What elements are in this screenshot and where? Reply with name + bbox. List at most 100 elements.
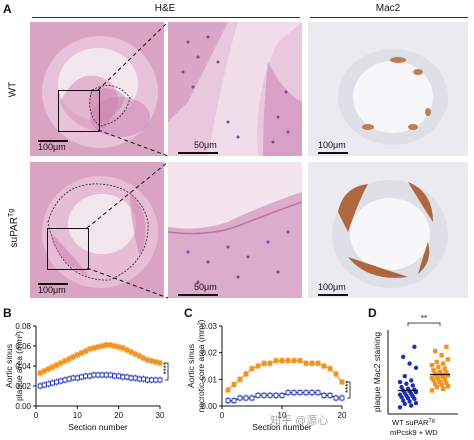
b-point [95, 344, 101, 350]
b-point [107, 342, 113, 348]
d-point [436, 376, 441, 381]
b-ylabel-2: plaque area (mm²) [14, 331, 24, 401]
b-point [112, 343, 117, 349]
d-point [444, 344, 449, 349]
b-point [91, 372, 97, 378]
c-point [231, 382, 237, 388]
zoom-box-wt [58, 90, 100, 132]
b-significance: **** [162, 362, 171, 374]
c-point [297, 358, 303, 364]
b-point [41, 368, 47, 374]
c-point [237, 395, 243, 401]
d-point [407, 361, 412, 366]
c-point [315, 390, 321, 396]
d-point [431, 378, 436, 383]
b-point [124, 347, 130, 353]
b-ytick-label: 0.02 [15, 382, 31, 391]
d-point [434, 359, 439, 365]
b-point [99, 343, 105, 349]
scale-label-wt-he-high: 50μm [194, 140, 217, 150]
b-point [132, 351, 138, 357]
histology-wt-he-low [30, 22, 164, 156]
c-point [249, 366, 255, 372]
b-xtick-label: 0 [34, 411, 39, 420]
b-point [120, 345, 126, 351]
scale-label-wt-mac2: 100μm [318, 140, 346, 150]
b-point [145, 377, 151, 383]
b-point [124, 374, 130, 380]
b-ytick-label: 0.08 [15, 322, 31, 331]
c-point [231, 398, 237, 404]
header-he: H&E [154, 3, 176, 14]
histology-supar-he-low [30, 162, 164, 298]
b-point [153, 359, 159, 365]
b-point [54, 379, 60, 385]
b-point [112, 373, 117, 379]
histology-wt-he-high [168, 22, 302, 156]
d-point [399, 384, 404, 390]
c-point [297, 390, 303, 396]
b-point [62, 377, 68, 383]
d-point [442, 366, 447, 371]
b-point [41, 382, 47, 388]
d-point [409, 403, 414, 408]
scalebar-wt-he-high [178, 152, 218, 154]
b-xtick-label: 10 [73, 411, 82, 420]
b-point [136, 376, 142, 382]
b-point [149, 358, 155, 364]
header-he-line [32, 17, 300, 18]
d-point [445, 384, 451, 389]
d-point [404, 381, 409, 386]
d-point [397, 405, 403, 410]
c-point [327, 366, 333, 372]
d-point [429, 388, 435, 393]
c-point [243, 371, 249, 377]
d-legend: WT suPARTg [392, 418, 435, 427]
c-point [303, 360, 309, 366]
d-point [434, 384, 439, 390]
d-point [401, 354, 406, 360]
c-xtick-label: 10 [278, 411, 287, 420]
d-point [439, 382, 444, 387]
d-point [433, 348, 438, 354]
c-point [339, 379, 345, 385]
d-point [410, 383, 415, 388]
scalebar-supar-he-high [178, 294, 218, 296]
scalebar-wt-he-low [38, 140, 68, 142]
c-ytick-label: 0.00 [201, 402, 217, 411]
scalebar-wt-mac2 [318, 152, 348, 154]
b-point [74, 375, 80, 381]
d-point [442, 377, 447, 382]
d-sig-bracket [407, 322, 441, 326]
b-point [107, 372, 113, 378]
b-point [66, 356, 72, 362]
b-point [37, 370, 43, 376]
d-point [445, 357, 451, 362]
c-ylabel-2: necrotic core area (mm²) [196, 319, 206, 412]
d-point [407, 399, 412, 404]
b-point [62, 358, 68, 364]
d-point [429, 375, 435, 381]
b-xtick-label: 30 [156, 411, 165, 420]
b-point [153, 377, 159, 383]
zoom-connectors [86, 21, 169, 299]
d-point [397, 392, 403, 397]
scale-label-wt-he-low: 100μm [38, 142, 66, 152]
d-point [413, 365, 419, 370]
c-ytick-label: 0.01 [201, 375, 217, 384]
b-point [50, 364, 55, 370]
d-point [439, 353, 444, 358]
b-point [91, 345, 97, 351]
d-point [397, 379, 403, 385]
scale-label-supar-mac2: 100μm [318, 282, 346, 292]
c-point [261, 360, 267, 366]
d-point [433, 381, 438, 386]
d-point [437, 379, 443, 385]
c-point [267, 360, 273, 366]
c-point [273, 392, 279, 398]
c-point [285, 390, 291, 396]
c-point [315, 360, 321, 366]
zoom-box-supar [47, 228, 89, 270]
c-xtick-label: 20 [338, 411, 347, 420]
c-point [249, 395, 255, 401]
